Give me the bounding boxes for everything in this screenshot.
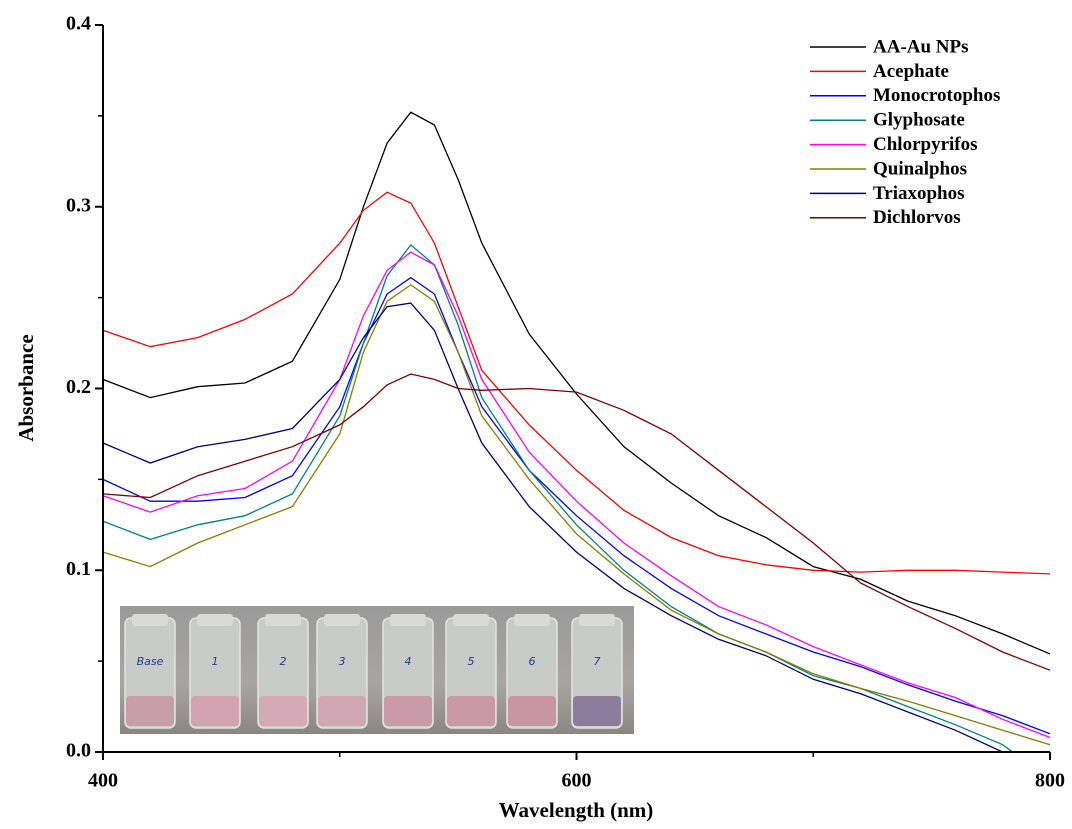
vial-label: 5 (468, 655, 475, 668)
series-line (103, 111, 1050, 655)
y-tick-label: 0.2 (66, 376, 91, 398)
vial-liquid (508, 696, 556, 726)
vial-neck (390, 614, 426, 626)
legend-label: Acephate (873, 61, 949, 82)
vial-liquid (447, 696, 495, 726)
inset-photo: Base 1 2 3 4 5 6 7 (120, 606, 634, 734)
vial-label: 6 (529, 655, 536, 668)
series-line (103, 302, 1004, 752)
x-tick-label: 400 (88, 770, 118, 792)
vial-label: Base (137, 655, 164, 668)
y-tick-label: 0.4 (66, 13, 91, 35)
x-axis-title: Wavelength (nm) (499, 798, 654, 822)
vial-liquid (573, 696, 621, 726)
legend-label: Quinalphos (873, 158, 967, 179)
series-line (103, 191, 1050, 575)
legend-label: Chlorpyrifos (873, 134, 978, 155)
plot-area (103, 111, 1050, 752)
legend-label: Triaxophos (873, 183, 965, 204)
vial-liquid (384, 696, 432, 726)
legend-label: Dichlorvos (873, 207, 961, 228)
vial-label: 2 (280, 655, 287, 668)
vial-neck (265, 614, 301, 626)
vial-neck (514, 614, 550, 626)
series-line (103, 251, 1050, 739)
y-tick-label: 0.0 (66, 740, 91, 762)
x-tick-label: 800 (1035, 770, 1065, 792)
vial-neck (324, 614, 360, 626)
vial-neck (197, 614, 233, 626)
legend-label: Monocrotophos (873, 85, 1000, 106)
vial-label: 7 (594, 655, 601, 668)
series-line (103, 243, 1014, 752)
vial-liquid (259, 696, 307, 726)
legend-label: AA-Au NPs (873, 36, 969, 57)
y-axis-title: Absorbance (14, 334, 38, 441)
vial-neck (579, 614, 615, 626)
legend-label: Glyphosate (873, 110, 965, 131)
y-tick-label: 0.3 (66, 194, 91, 216)
vial-liquid (318, 696, 366, 726)
vial-label: 3 (339, 655, 346, 668)
series-line (103, 284, 1050, 746)
series-line (103, 276, 1050, 735)
x-tick-label: 600 (562, 770, 592, 792)
vial-liquid (191, 696, 239, 726)
vial-liquid (126, 696, 174, 726)
y-tick-label: 0.1 (66, 558, 91, 580)
vial-neck (453, 614, 489, 626)
vial-label: 4 (405, 655, 412, 668)
vial-label: 1 (212, 655, 219, 668)
vial-neck (132, 614, 168, 626)
series-line (103, 373, 1050, 671)
